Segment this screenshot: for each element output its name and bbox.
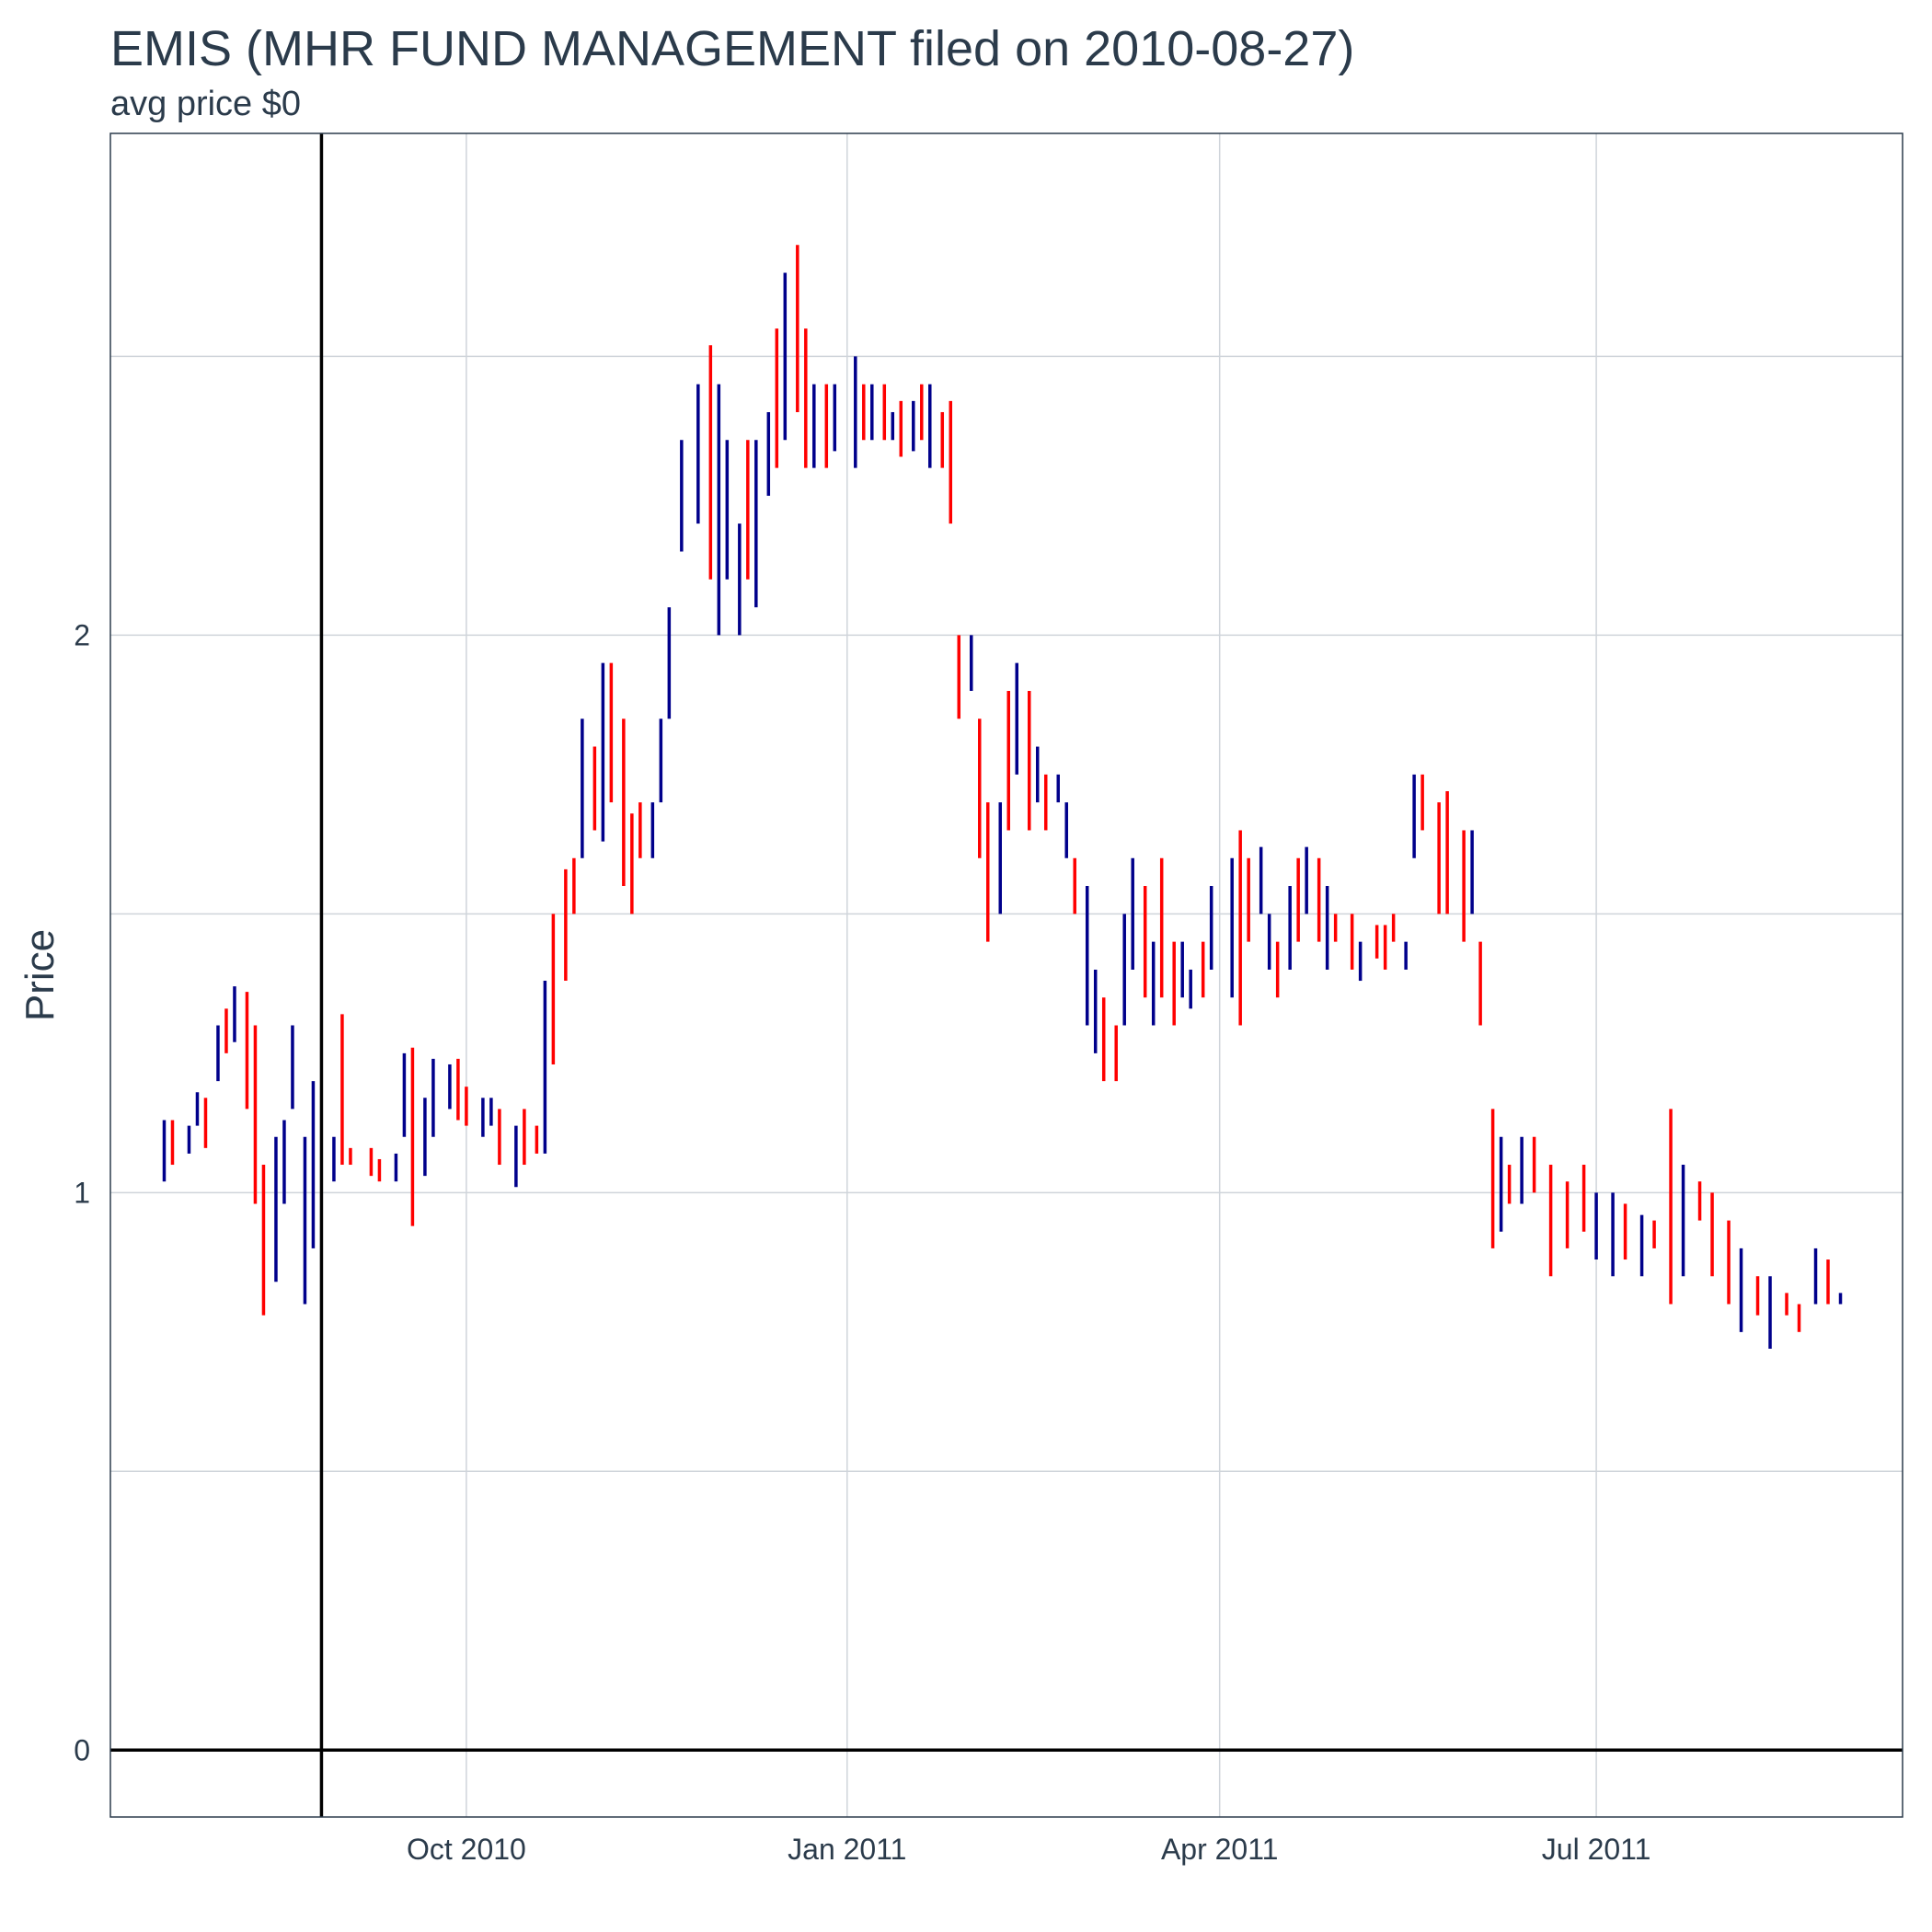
chart-title: EMIS (MHR FUND MANAGEMENT filed on 2010-…	[110, 21, 1355, 76]
y-tick-label: 1	[74, 1176, 90, 1209]
x-tick-label: Apr 2011	[1161, 1833, 1279, 1866]
y-axis-title: Price	[17, 929, 63, 1021]
chart-subtitle: avg price $0	[110, 85, 302, 123]
reference-lines	[110, 133, 1903, 1817]
y-tick-label: 2	[74, 618, 90, 651]
x-tick-label: Oct 2010	[407, 1833, 526, 1866]
plot-border	[109, 132, 1903, 1818]
axis-tick-labels: 0 1 2 Oct 2010 Jan 2011 Apr 2011 Jul 2011	[74, 618, 1650, 1866]
ohlc-bars	[162, 245, 1843, 1349]
y-tick-label: 0	[74, 1733, 90, 1766]
x-tick-label: Jan 2011	[788, 1833, 906, 1866]
x-tick-label: Jul 2011	[1542, 1833, 1651, 1866]
gridlines	[110, 133, 1903, 1817]
